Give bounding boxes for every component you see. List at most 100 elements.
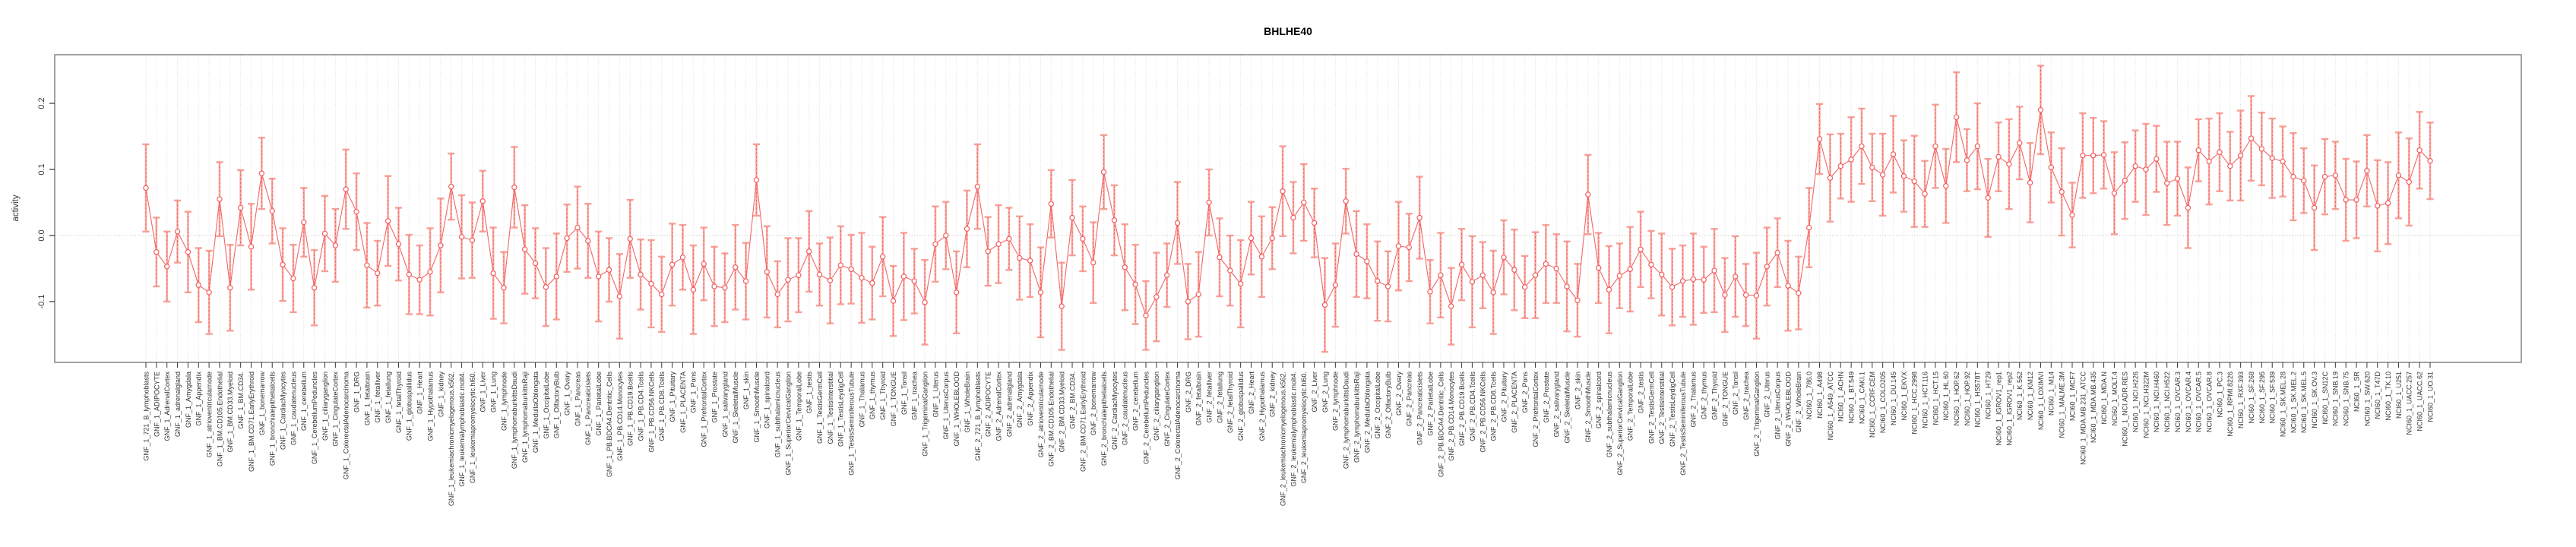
data-point <box>2375 203 2381 209</box>
x-tick-label: NCI60_1_SK.MEL.28 <box>2279 372 2286 437</box>
x-tick-label: NCI60_1_A498 <box>1816 372 1824 419</box>
data-point <box>1059 303 1065 309</box>
data-point <box>458 234 465 240</box>
x-tick-label: NCI60_1_A549_ATCC <box>1827 372 1834 441</box>
x-tick-label: GNF_2_ColorectalAdenocarcinoma <box>1174 372 1182 479</box>
data-point <box>879 254 886 260</box>
data-point <box>1553 265 1559 272</box>
data-point <box>1532 272 1539 278</box>
data-point <box>837 262 843 268</box>
x-tick-label: GNF_2_ciliaryganglion <box>1153 372 1160 441</box>
x-tick-label: GNF_1_CerebellumPeduncles <box>311 371 318 464</box>
x-tick-label: GNF_2_721_B_lymphoblasts <box>974 372 982 461</box>
data-point <box>2427 157 2433 164</box>
x-tick-label: GNF_1_CingulateCortex <box>332 372 340 447</box>
x-tick-label: GNF_1_TestisLeydigCell <box>837 372 845 447</box>
x-tick-label: GNF_1_PB.CD56.NKCells <box>647 372 655 453</box>
y-tick-label: 0.1 <box>37 163 46 175</box>
data-point <box>1490 289 1496 296</box>
data-point <box>185 249 191 255</box>
data-point <box>1154 294 1160 300</box>
data-point <box>816 271 823 278</box>
data-point <box>1006 236 1012 242</box>
x-tick-label: NCI60_1_IGROV1_rep1 <box>1995 372 2002 446</box>
data-point <box>1143 312 1149 318</box>
data-point <box>1543 261 1549 267</box>
x-tick-label: NCI60_1_MALME.3M <box>2059 372 2066 438</box>
data-point <box>1953 114 1960 120</box>
data-point <box>1353 251 1359 258</box>
data-point <box>953 289 960 296</box>
x-tick-label: GNF_2_WHOLEBLOOD <box>1784 372 1792 447</box>
data-point <box>427 269 433 275</box>
data-point <box>911 278 917 284</box>
data-point <box>1132 281 1138 288</box>
data-point <box>733 264 739 270</box>
data-point <box>1564 283 1570 289</box>
x-tick-label: GNF_1_ParietalLobe <box>595 372 603 436</box>
data-point <box>1248 235 1255 242</box>
x-tick-label: NCI60_1_U251 <box>2395 372 2403 419</box>
x-tick-label: GNF_2_CerebellumPeduncles <box>1142 372 1150 465</box>
x-tick-label: GNF_1_testis <box>805 372 813 414</box>
x-tick-label: NCI60_1_HCC.2998 <box>1911 372 1919 435</box>
data-point <box>922 299 928 305</box>
data-point <box>395 241 402 248</box>
data-point <box>2227 163 2233 169</box>
x-tick-label: GNF_2_fetalliver <box>1206 372 1214 423</box>
x-tick-label: GNF_2_OlfactoryBulb <box>1385 372 1392 438</box>
x-tick-label: NCI60_1_HOP.92 <box>1964 372 1971 425</box>
data-point <box>1321 302 1328 308</box>
x-tick-label: GNF_1_TestisGermCell <box>816 372 824 444</box>
x-tick-label: GNF_1_lymphnode <box>500 372 508 431</box>
x-tick-label: GNF_1_MedullaOblongata <box>532 372 540 453</box>
data-point <box>1343 198 1349 204</box>
x-tick-label: GNF_2_TestisLeydigCell <box>1669 372 1676 447</box>
data-point <box>1048 201 1055 207</box>
x-tick-label: GNF_1_PrefrontalCortex <box>701 372 708 447</box>
data-point <box>1943 183 1949 189</box>
data-point <box>1501 255 1507 261</box>
data-point <box>2006 161 2012 167</box>
x-tick-label: GNF_2_subthalamicnucleus <box>1606 372 1613 458</box>
data-point <box>2090 153 2097 159</box>
x-tick-label: GNF_1_BM.CD71.EarlyErythroid <box>248 372 255 472</box>
x-tick-label: GNF_2_PB.CD56.NKCells <box>1479 372 1487 453</box>
x-tick-label: NCI60_1_SF.539 <box>2269 372 2277 424</box>
x-tick-label: GNF_1_TONGUE <box>890 372 897 426</box>
data-point <box>490 270 496 277</box>
data-point <box>1237 280 1244 287</box>
y-tick-label: -0.1 <box>37 295 46 309</box>
data-point <box>827 277 834 283</box>
data-point <box>469 237 476 243</box>
data-point <box>1227 267 1233 274</box>
x-tick-label: GNF_2_caudatenucleus <box>1122 372 1129 446</box>
data-point <box>2100 152 2107 158</box>
data-point <box>1448 303 1454 309</box>
x-tick-label: GNF_2_fetalbrain <box>1195 372 1203 425</box>
x-tick-label: GNF_2_BM.CD71.EarlyErythroid <box>1079 372 1087 472</box>
data-point <box>2269 155 2275 161</box>
x-tick-label: NCI60_1_HOP.62 <box>1953 372 1960 425</box>
data-point <box>1995 153 2002 160</box>
x-tick-label: GNF_2_leukemialymphoblastic.molt4. <box>1290 372 1297 487</box>
x-tick-label: GNF_2_PB.CD19.Bcells <box>1458 372 1466 447</box>
x-tick-label: GNF_2_Lung <box>1321 372 1329 413</box>
data-point <box>2301 178 2307 184</box>
x-tick-label: NCI60_1_NCI.H460 <box>2153 372 2160 432</box>
x-tick-label: GNF_2_Liver <box>1311 372 1318 413</box>
x-tick-label: NCI60_1_NCI.H522 <box>2163 372 2171 432</box>
x-tick-label: GNF_1_trachea <box>911 372 919 420</box>
data-point <box>1416 214 1422 221</box>
data-point <box>1890 151 1897 157</box>
data-point <box>1974 143 1981 150</box>
x-tick-label: GNF_2_Thalamus <box>1690 372 1698 428</box>
data-point <box>2343 197 2349 203</box>
x-tick-label: GNF_2_bronchialepithelialcells <box>1100 372 1108 466</box>
data-point <box>964 226 970 232</box>
data-point <box>1848 157 1854 163</box>
x-tick-label: NCI60_1_OVCAR.5 <box>2195 372 2203 432</box>
data-point <box>1869 164 1875 171</box>
data-point <box>2290 173 2296 180</box>
data-point <box>2132 163 2138 169</box>
